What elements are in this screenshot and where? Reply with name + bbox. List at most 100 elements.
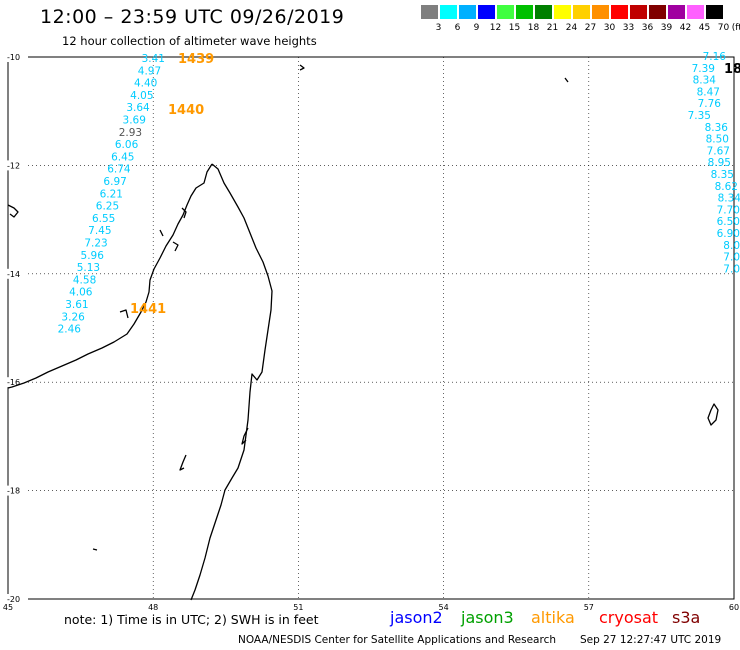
wave-height-label: 4.40 [134,78,157,90]
legend-label: 36 [641,23,654,33]
wave-height-label: 7.23 [84,238,107,250]
graticule [7,56,735,600]
map-frame [7,56,735,600]
wave-height-label: 6.21 [100,188,123,200]
wave-height-label: 8.0 [723,240,740,252]
wave-height-label: 6.74 [107,164,131,176]
track-east: 7.167.398.348.477.767.358.368.507.678.95… [688,51,740,275]
wave-height-label: 8.35 [711,169,734,181]
altika-track-west: 3.414.974.404.053.643.692.936.066.456.74… [58,53,165,336]
wave-height-label: 2.93 [119,127,142,139]
wave-height-label: 3.41 [142,53,165,65]
wave-height-label: 8.50 [706,134,729,146]
wave-height-label: 6.45 [111,151,134,163]
satellite-name: cryosat [599,608,659,627]
wave-height-label: 4.58 [73,274,96,286]
wave-height-label: 6.06 [115,139,139,151]
lon-tick-label: 60 [729,603,739,612]
lat-tick-label: -12 [7,161,20,170]
wave-height-label: 7.45 [88,225,111,237]
wave-height-label: 2.46 [58,324,82,336]
wave-height-label: 6.55 [92,213,115,225]
lon-tick-label: 48 [148,603,158,612]
legend-swatch [478,5,495,19]
legend-swatch [573,5,590,19]
wave-height-label: 7.70 [717,204,740,216]
wave-height-label: 3.26 [61,311,85,323]
map-title: 12:00 – 23:59 UTC 09/26/2019 [40,6,345,28]
time-label: 1440 [168,103,204,118]
wave-height-label: 7.39 [692,63,715,75]
wave-height-label: 8.95 [708,157,731,169]
legend-swatch [611,5,628,19]
lon-tick-label: 45 [3,603,13,612]
wave-height-label: 5.96 [81,250,105,262]
lat-tick-label: -14 [7,270,20,279]
wave-height-label: 4.97 [138,65,161,77]
generated-timestamp: Sep 27 12:27:47 UTC 2019 [580,634,722,646]
legend-swatch [630,5,647,19]
lat-label-bg [6,52,28,62]
legend-swatch [592,5,609,19]
legend-label: 3 [435,23,442,33]
lon-tick-label: 57 [584,603,594,612]
legend-swatch [668,5,685,19]
madagascar-coastline [7,64,719,601]
legend-label: 42 [679,23,692,33]
wave-height-label: 7.67 [707,145,730,157]
wave-height-label: 6.25 [96,201,119,213]
lat-tick-label: -18 [7,487,20,496]
wave-height-label: 7.76 [698,98,722,110]
wave-height-label: 4.05 [130,90,153,102]
satellite-name: altika [531,608,575,627]
lat-label-bg [6,268,28,279]
legend-swatch [459,5,476,19]
wave-height-label: 8.62 [715,181,738,193]
legend-label: 33 [622,23,635,33]
wave-height-label: 4.06 [69,287,93,299]
wave-height-label: 8.36 [705,122,729,134]
lat-label-bg [6,594,28,604]
legend-label: 45 [698,23,711,33]
legend-swatch [535,5,552,19]
wave-height-label: 6.50 [717,216,740,228]
lat-label-bg [6,485,28,496]
legend-unit: (ft) [731,23,740,33]
legend-swatch [516,5,533,19]
wave-height-label: 5.13 [77,262,100,274]
lat-tick-label: -16 [7,378,20,387]
lon-tick-label: 54 [439,603,449,612]
legend-swatch [649,5,666,19]
legend-label: 6 [454,23,461,33]
time-label: 1441 [130,302,166,317]
legend-label: 30 [603,23,616,33]
map-subtitle: 12 hour collection of altimeter wave hei… [62,34,317,48]
wave-height-label: 3.61 [65,299,88,311]
wave-height-label: 6.90 [717,228,740,240]
legend-label: 18 [527,23,540,33]
legend-label: 39 [660,23,673,33]
legend-label: 27 [584,23,597,33]
satellite-name: jason2 [390,608,443,627]
footer-note: note: 1) Time is in UTC; 2) SWH is in fe… [64,612,319,627]
wave-height-label: 7.16 [703,51,727,63]
wave-height-label: 6.97 [103,176,126,188]
wave-height-label: 7.0 [723,263,740,275]
axis-labels: 45 48 51 54 57 60 -10 -12 -14 -16 -18 -20 [3,52,739,612]
legend-label: 9 [473,23,480,33]
wave-height-label: 7.0 [723,252,740,264]
legend-label: 70 [717,23,730,33]
legend-label: 12 [489,23,502,33]
legend-swatch [497,5,514,19]
legend-swatch [554,5,571,19]
lat-label-bg [6,160,28,171]
legend-swatch [440,5,457,19]
lon-tick-label: 51 [293,603,303,612]
legend-swatch [706,5,723,19]
lat-label-bg [6,377,28,388]
wave-height-label: 8.34 [693,75,717,87]
legend-label: 15 [508,23,521,33]
legend-label: 24 [565,23,578,33]
legend-swatch [421,5,438,19]
satellite-name: s3a [672,608,701,627]
